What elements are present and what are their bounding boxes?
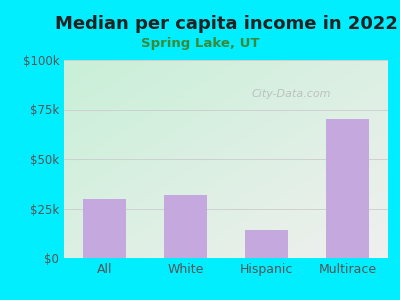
Bar bbox=[326, 119, 368, 258]
Text: City-Data.com: City-Data.com bbox=[251, 89, 330, 99]
Bar bbox=[246, 230, 288, 258]
Bar bbox=[164, 195, 206, 258]
Bar bbox=[84, 199, 126, 258]
Title: Median per capita income in 2022: Median per capita income in 2022 bbox=[54, 15, 398, 33]
Text: Spring Lake, UT: Spring Lake, UT bbox=[141, 37, 259, 50]
